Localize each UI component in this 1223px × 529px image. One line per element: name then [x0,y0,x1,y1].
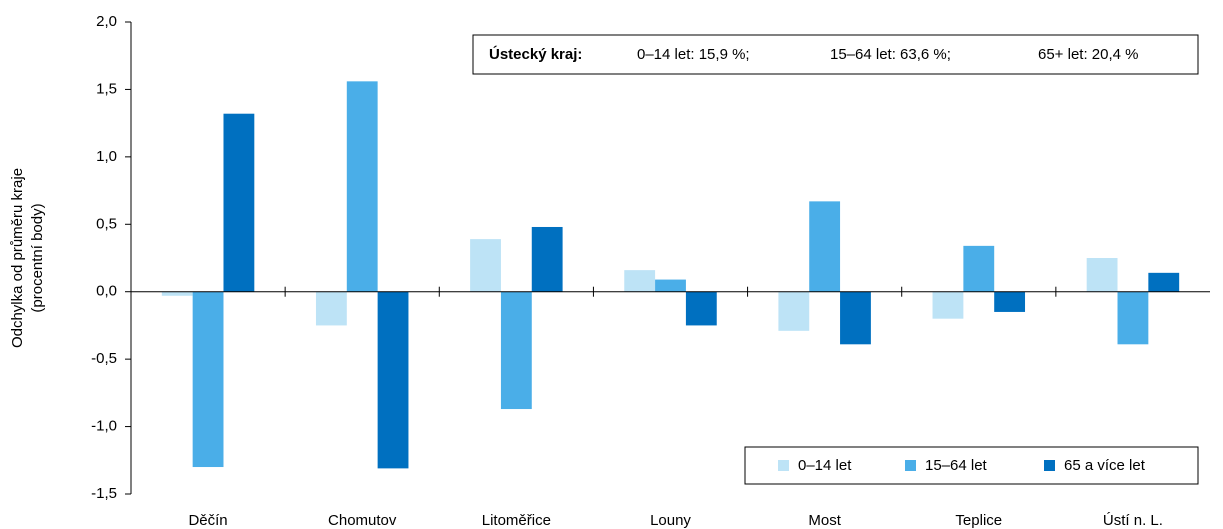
x-tick-label: Teplice [955,512,1002,529]
bar [963,245,995,292]
bar [1117,291,1149,345]
bar [346,81,378,292]
legend-box [744,446,1199,485]
y-tick-label: -1,0 [91,418,117,435]
annotation-box [472,34,1199,75]
annotation-item: 0–14 let: 15,9 %; [637,46,750,63]
legend-label: 65 a více let [1064,457,1146,474]
x-tick-label: Chomutov [328,512,397,529]
y-tick-label: -1,5 [91,485,117,502]
x-tick-label: Louny [650,512,691,529]
bar [531,226,563,292]
bar [192,291,224,468]
bar [778,291,810,331]
x-tick-label: Ústí n. L. [1103,512,1163,529]
bar [809,201,841,292]
bar [500,291,532,410]
legend-label: 15–64 let [925,457,988,474]
legend-swatch [905,460,916,471]
bar [1148,272,1180,292]
y-tick-label: 0,0 [96,283,117,300]
legend-label: 0–14 let [798,457,852,474]
bar [840,291,871,345]
bar [685,291,717,326]
annotation-item: 65+ let: 20,4 % [1038,46,1139,63]
legend-swatch [778,460,789,471]
x-tick-label: Most [808,512,841,529]
bar [994,291,1026,312]
bar [315,291,347,326]
x-tick-label: Děčín [188,512,227,529]
bar [161,291,193,296]
bar [655,279,686,292]
legend-swatch [1044,460,1055,471]
y-axis-label: (procentní body) [29,203,46,312]
bar [377,291,409,469]
bar [470,239,501,292]
y-tick-label: 1,5 [96,80,117,97]
x-tick-label: Litoměřice [482,512,551,529]
bar [223,113,255,292]
y-axis-label: Odchylka od průměru kraje [9,168,26,348]
bar [932,291,964,319]
y-tick-label: -0,5 [91,350,117,367]
y-tick-label: 2,0 [96,13,117,30]
annotation-item: 15–64 let: 63,6 %; [830,46,951,63]
bar [624,270,656,292]
y-tick-label: 0,5 [96,215,117,232]
bar [1086,258,1118,292]
y-tick-label: 1,0 [96,148,117,165]
annotation-label: Ústecký kraj: [489,45,582,63]
